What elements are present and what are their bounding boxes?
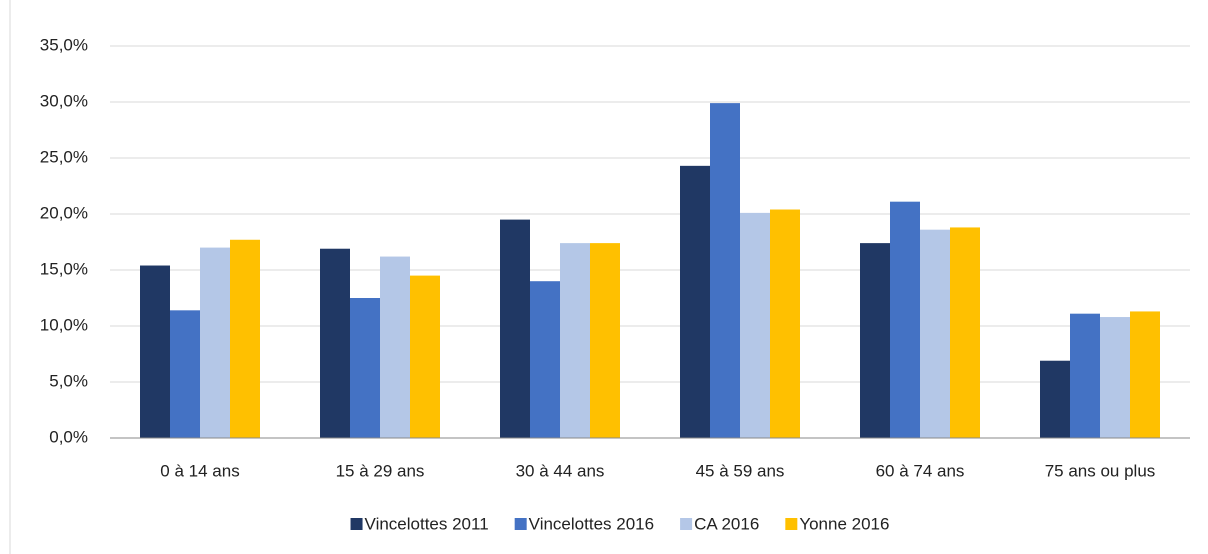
- legend-swatch: [350, 518, 363, 530]
- bar: [890, 201, 920, 438]
- bar: [1070, 313, 1100, 438]
- bar: [200, 247, 230, 438]
- y-tick-label: 0,0%: [49, 427, 88, 446]
- legend-swatch: [785, 518, 798, 530]
- bar: [920, 229, 950, 438]
- bar: [500, 219, 530, 438]
- bar: [1100, 317, 1130, 438]
- legend-label: Vincelottes 2011: [365, 514, 489, 533]
- legend-swatch: [514, 518, 527, 530]
- bar: [710, 103, 740, 439]
- y-tick-label: 25,0%: [40, 147, 88, 166]
- x-tick-label: 45 à 59 ans: [696, 461, 785, 480]
- x-tick-label: 0 à 14 ans: [160, 461, 239, 480]
- y-tick-label: 15,0%: [40, 259, 88, 278]
- x-tick-label: 60 à 74 ans: [876, 461, 965, 480]
- bar: [230, 239, 260, 438]
- y-tick-label: 35,0%: [40, 35, 88, 54]
- x-tick-label: 15 à 29 ans: [336, 461, 425, 480]
- bar: [1130, 311, 1160, 438]
- bar: [530, 281, 560, 438]
- bar: [380, 256, 410, 438]
- bar: [350, 298, 380, 438]
- bar: [140, 265, 170, 438]
- x-tick-label: 75 ans ou plus: [1045, 461, 1156, 480]
- legend-swatch: [680, 518, 693, 530]
- bar: [410, 275, 440, 438]
- bar: [590, 243, 620, 438]
- x-tick-label: 30 à 44 ans: [516, 461, 605, 480]
- bar: [860, 243, 890, 438]
- y-tick-label: 30,0%: [40, 91, 88, 110]
- legend-label: CA 2016: [694, 514, 759, 533]
- bar: [770, 209, 800, 438]
- legend-label: Vincelottes 2016: [529, 514, 654, 533]
- bar: [740, 212, 770, 438]
- legend-label: Yonne 2016: [799, 514, 889, 533]
- bar: [170, 310, 200, 438]
- bar: [680, 165, 710, 438]
- bar: [1040, 360, 1070, 438]
- y-tick-label: 5,0%: [49, 371, 88, 390]
- bar: [320, 248, 350, 438]
- bar: [950, 227, 980, 438]
- y-tick-label: 10,0%: [40, 315, 88, 334]
- y-tick-label: 20,0%: [40, 203, 88, 222]
- bar: [560, 243, 590, 438]
